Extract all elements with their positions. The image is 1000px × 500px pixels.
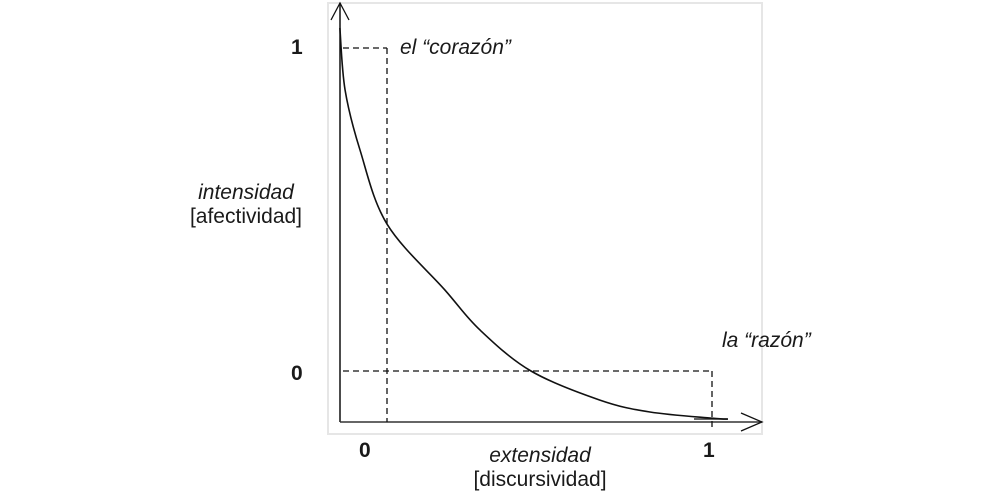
x-axis-title-block: extensidad [discursividad] [440, 444, 640, 492]
y-tick-0: 0 [291, 362, 303, 385]
x-tick-1: 1 [703, 439, 715, 462]
series-line-curve [339, 27, 728, 420]
x-axis-arrow-icon [740, 412, 764, 432]
y-axis-arrow-icon [330, 1, 350, 21]
reference-guides [343, 47, 728, 428]
curve-layer [339, 27, 728, 420]
x-tick-0: 0 [359, 439, 371, 462]
x-axis-title: extensidad [489, 444, 591, 467]
y-axis-title-block: intensidad [afectividad] [166, 181, 326, 229]
y-tick-1: 1 [291, 36, 303, 59]
y-axis-title: intensidad [198, 181, 294, 204]
x-axis-subtitle: [discursividad] [473, 468, 607, 491]
annotation-razon: la “razón” [722, 329, 811, 352]
axes [330, 1, 764, 432]
plot-frame [327, 2, 763, 435]
y-axis-subtitle: [afectividad] [189, 205, 303, 228]
annotation-corazon: el “corazón” [400, 36, 511, 59]
